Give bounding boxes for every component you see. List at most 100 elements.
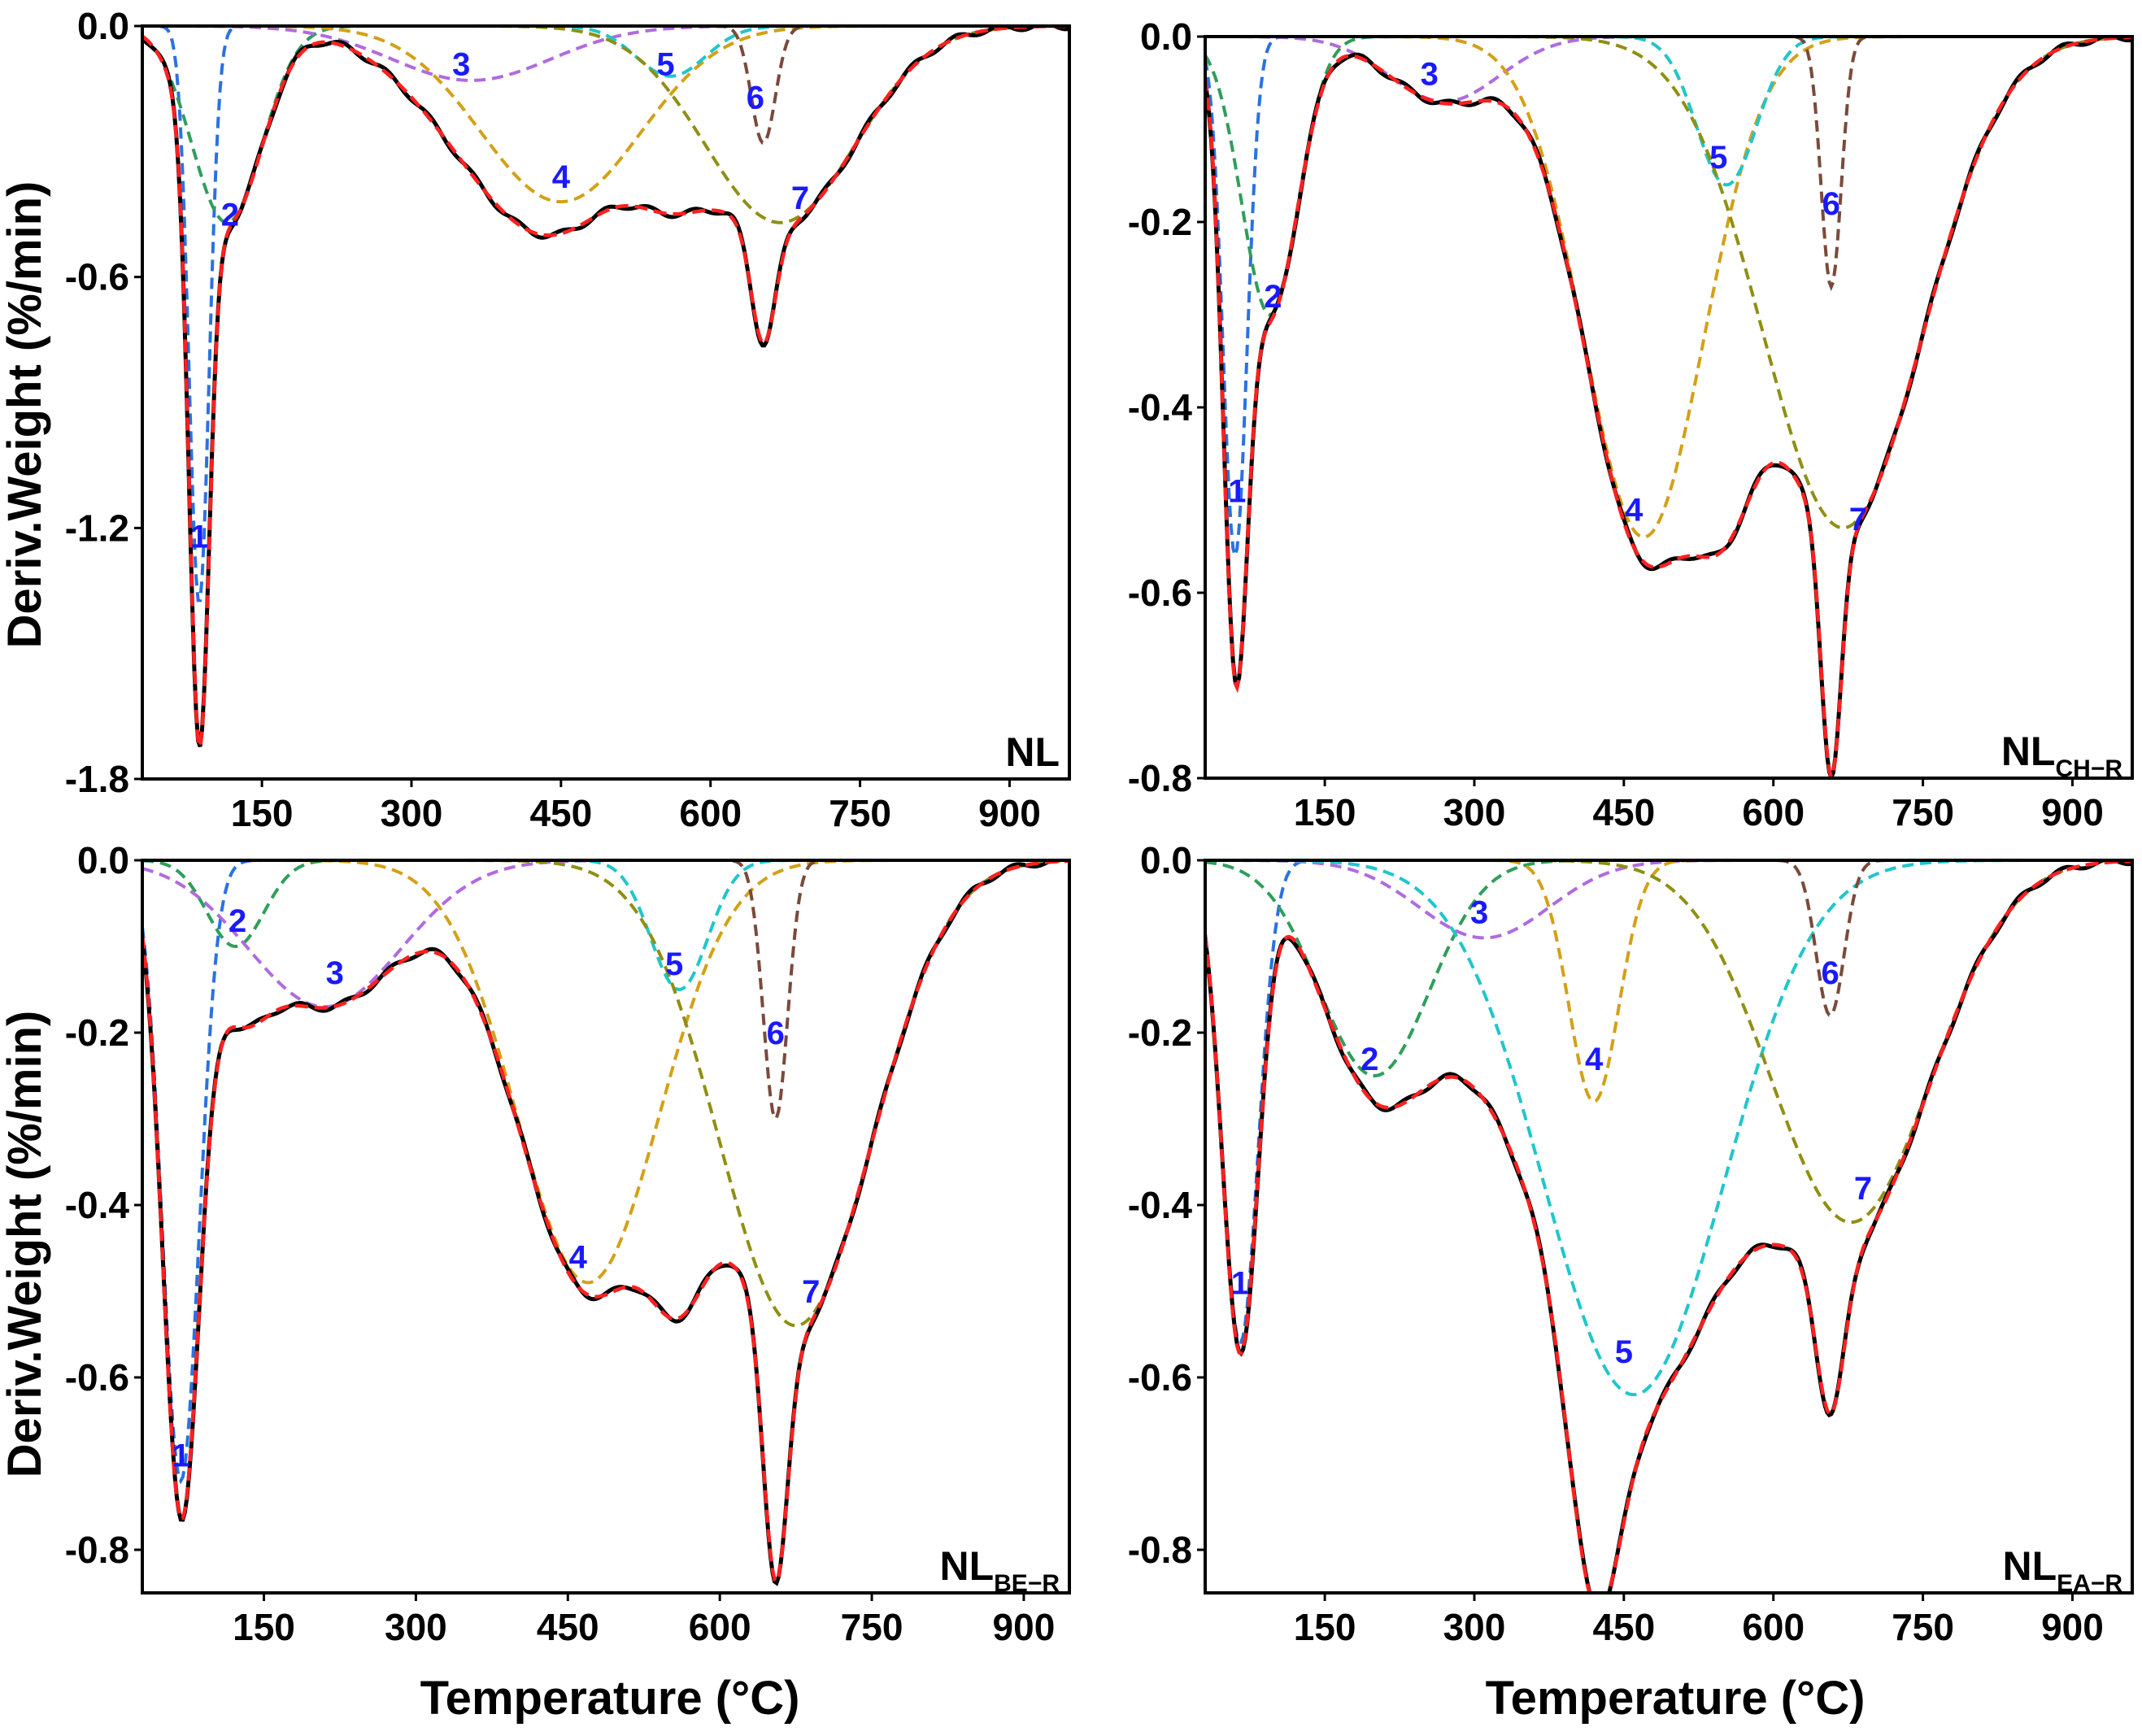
peak-label-3: 3 [452, 46, 470, 82]
y-tick-label: -0.8 [1128, 1529, 1192, 1571]
y-tick-label: -0.8 [1128, 757, 1192, 799]
peak-label-6: 6 [1821, 955, 1839, 991]
panels: 150 300 450 600 750 900 0.0 -0.6 -1.2 -1.8 1 2 3 4 5 6 7… [65, 5, 2134, 1648]
x-tick-label: 150 [1294, 791, 1356, 833]
x-tick-label: 750 [829, 792, 891, 834]
peak-label-5: 5 [1615, 1334, 1633, 1370]
panel-3: 150 300 450 600 750 900 0.0 -0.2 -0.4 -0.6 -0.8 1 2 3… [65, 839, 1071, 1648]
y-tick-label: 0.0 [77, 839, 129, 881]
x-tick-label: 750 [841, 1606, 903, 1648]
x-tick-label: 150 [231, 792, 294, 834]
plot-frame [141, 24, 1071, 781]
panel-label-subscript: EA−R [2057, 1570, 2122, 1597]
plot-frame [1204, 859, 2134, 1595]
fitted-curve [1205, 860, 2132, 1593]
peak-label-5: 5 [1709, 140, 1727, 176]
x-tick-label: 900 [993, 1606, 1056, 1648]
peak-label-1: 1 [172, 1438, 189, 1473]
peak-label-4: 4 [1625, 492, 1644, 528]
x-tick-label: 450 [529, 792, 592, 834]
peak-label-7: 7 [791, 181, 809, 216]
x-tick-label: 150 [233, 1606, 295, 1648]
x-tick-label: 300 [1443, 1606, 1506, 1648]
peak-curve-3 [1205, 37, 2132, 103]
panel-label: NL [1005, 729, 1060, 775]
peak-label-5: 5 [665, 946, 683, 982]
y-tick-label: -1.2 [65, 507, 129, 549]
measured-curve [1205, 860, 2132, 1593]
plot-area [1205, 37, 2132, 778]
x-tick-label: 600 [679, 792, 742, 834]
x-tick-label: 300 [385, 1606, 447, 1648]
panel-2: 150 300 450 600 750 900 0.0 -0.2 -0.4 -0.6 -0.8 1 2 3… [1128, 15, 2134, 833]
measured-curve [142, 860, 1069, 1586]
peak-curve-7 [1205, 860, 2132, 1225]
peak-curve-6 [1205, 37, 2132, 292]
x-tick-label: 900 [2041, 791, 2104, 833]
peak-curve-5 [1205, 37, 2132, 187]
fitted-curve [142, 26, 1069, 747]
peak-label-6: 6 [1822, 186, 1840, 222]
y-tick-label: -0.6 [1128, 572, 1192, 614]
peak-label-6: 6 [747, 80, 764, 115]
measured-curve [1205, 37, 2132, 778]
panel-label-subscript: BE−R [994, 1570, 1060, 1597]
x-tick-label: 600 [1742, 1606, 1805, 1648]
peak-label-1: 1 [190, 520, 208, 555]
x-tick-label: 900 [2041, 1606, 2104, 1648]
peak-curve-1 [142, 26, 1069, 603]
y-tick-label: 0.0 [1140, 15, 1192, 58]
plot-frame [1204, 35, 2134, 780]
y-tick-label: 0.0 [77, 5, 129, 47]
x-tick-label: 750 [1892, 791, 1954, 833]
y-tick-label: -0.2 [1128, 201, 1192, 243]
peak-curve-4 [1205, 860, 2132, 1103]
y-tick-label: -0.8 [65, 1529, 129, 1571]
peak-curve-1 [1205, 37, 2132, 562]
measured-curve [142, 26, 1069, 747]
y-tick-label: -0.2 [65, 1012, 129, 1054]
peak-label-3: 3 [1421, 57, 1439, 93]
peak-label-6: 6 [767, 1016, 785, 1051]
peak-label-2: 2 [221, 198, 239, 233]
peak-label-2: 2 [1264, 279, 1282, 315]
panel-4: 150 300 450 600 750 900 0.0 -0.2 -0.4 -0.6 -0.8 1 2 3… [1128, 839, 2134, 1648]
y-axis-title-top: Deriv.Weight (%/min) [0, 181, 51, 649]
y-axis-title-bottom: Deriv.Weight (%/min) [0, 1011, 51, 1478]
x-tick-label: 750 [1892, 1606, 1954, 1648]
y-tick-label: -1.8 [65, 758, 129, 800]
y-tick-label: -0.6 [1128, 1356, 1192, 1399]
peak-label-5: 5 [656, 46, 674, 82]
y-tick-label: -0.6 [65, 1356, 129, 1399]
peak-label-1: 1 [1228, 474, 1246, 510]
peak-label-2: 2 [1361, 1042, 1378, 1077]
peak-curve-3 [142, 860, 1069, 1009]
y-tick-label: -0.4 [1128, 1184, 1193, 1226]
panel-label: NLCH−R [2001, 729, 2123, 782]
peak-label-4: 4 [1585, 1042, 1604, 1077]
peak-curve-2 [1205, 860, 2132, 1078]
x-tick-label: 450 [537, 1606, 599, 1648]
plot-frame [141, 859, 1071, 1595]
panel-1: 150 300 450 600 750 900 0.0 -0.6 -1.2 -1.8 1 2 3 4 5 6 7… [65, 5, 1071, 834]
panel-label: NLBE−R [939, 1543, 1060, 1597]
peak-label-4: 4 [552, 159, 571, 195]
x-tick-label: 600 [1742, 791, 1805, 833]
x-tick-label: 900 [978, 792, 1041, 834]
peak-curve-7 [142, 860, 1069, 1328]
x-tick-label: 600 [689, 1606, 751, 1648]
peak-label-4: 4 [569, 1240, 588, 1276]
y-tick-label: 0.0 [1140, 839, 1192, 881]
fitted-curve [1205, 37, 2132, 778]
peak-curve-4 [1205, 37, 2132, 539]
y-tick-label: -0.4 [65, 1184, 130, 1226]
y-tick-label: -0.6 [65, 256, 129, 298]
x-tick-label: 300 [381, 792, 443, 834]
panel-label: NLEA−R [2002, 1543, 2122, 1597]
x-tick-label: 300 [1443, 791, 1506, 833]
plot-area [142, 860, 1069, 1586]
peak-curve-2 [1205, 37, 2132, 316]
x-tick-label: 450 [1592, 1606, 1655, 1648]
peak-curve-3 [1205, 860, 2132, 940]
